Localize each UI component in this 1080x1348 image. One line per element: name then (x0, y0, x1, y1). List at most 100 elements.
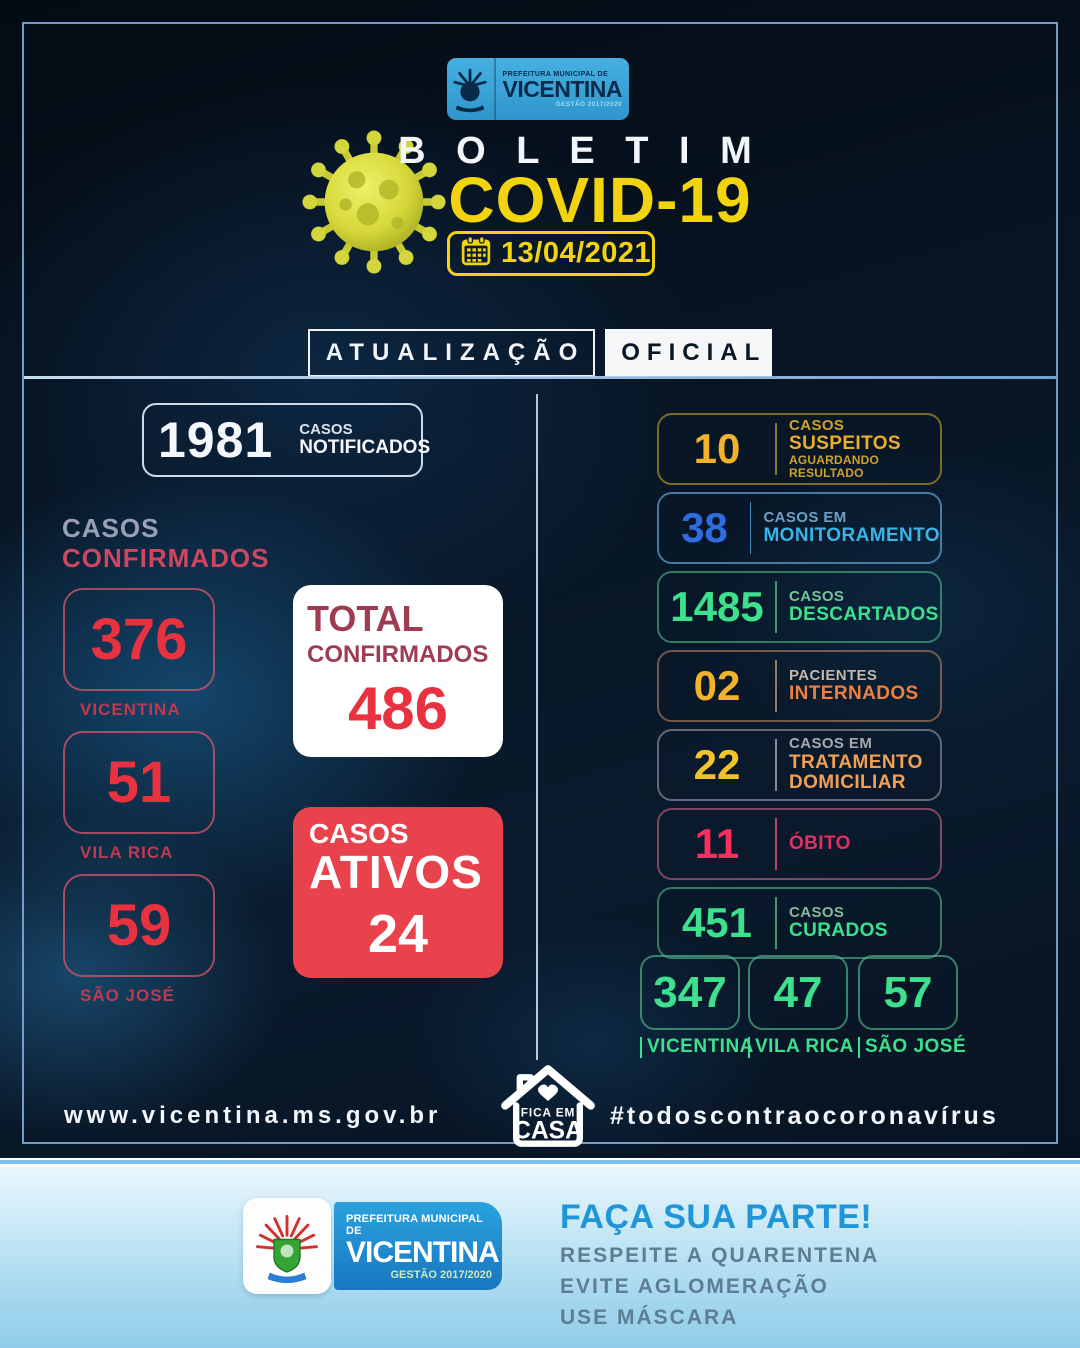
confirmed-heading-bold: CONFIRMADOS (62, 542, 270, 573)
notified-label-bold: NOTIFICADOS (299, 436, 431, 458)
active-value: 24 (367, 903, 429, 964)
band-logo-text: PREFEITURA MUNICIPAL DE VICENTINA GESTÃO… (334, 1202, 502, 1290)
stats-column: 10 CASOS SUSPEITOS AGUARDANDO RESULTADO … (657, 413, 942, 959)
confirmed-box-vicentina: 376 (63, 588, 215, 691)
calendar-icon (460, 235, 492, 272)
stat-label-bold: ÓBITO (789, 832, 851, 854)
total-value: 486 (347, 674, 449, 742)
confirmed-heading-small: CASOS (62, 513, 160, 543)
cured-box-vila-rica: 47 (748, 955, 848, 1030)
logo-sub-text: GESTÃO 2017/2020 (555, 101, 622, 108)
notified-value: 1981 (158, 412, 274, 468)
house-text-big: CASA (513, 1117, 583, 1144)
band-logo-sub: GESTÃO 2017/2020 (390, 1268, 492, 1281)
cured-label-vicentina: VICENTINA (640, 1036, 754, 1058)
stat-label-small: CASOS (789, 587, 845, 605)
horizontal-divider (24, 376, 1056, 379)
stat-label-bold: CURADOS (789, 919, 888, 941)
cured-value: 347 (653, 967, 727, 1017)
stat-obito: 11 ÓBITO (657, 808, 942, 880)
stat-value: 02 (693, 662, 741, 709)
stat-divider (775, 423, 777, 475)
date-badge: 13/04/2021 (447, 231, 655, 276)
stat-label-bold: SUSPEITOS (789, 432, 902, 454)
band-logo-pre: PREFEITURA MUNICIPAL DE (346, 1213, 484, 1238)
stat-label-bold: MONITORAMENTO (763, 524, 940, 546)
stat-pacientes-internados: 02 PACIENTES INTERNADOS (657, 650, 942, 722)
band-line-1: RESPEITE A QUARENTENA (560, 1244, 880, 1267)
logo-pre-text: PREFEITURA MUNICIPAL DE (502, 71, 609, 78)
active-line2: ATIVOS (309, 846, 483, 899)
stay-home-icon: FICA EM CASA (498, 1058, 598, 1154)
background-art (0, 0, 1080, 1160)
stat-label-small: CASOS (789, 903, 845, 921)
active-line1: CASOS (309, 818, 409, 849)
confirmed-label-vicentina: VICENTINA (80, 700, 181, 719)
stat-divider (775, 581, 777, 633)
banner-atualizacao: ATUALIZAÇÃO (307, 329, 596, 377)
stat-casos-monitoramento: 38 CASOS EM MONITORAMENTO (657, 492, 942, 564)
band-top-stripes (0, 1158, 1080, 1167)
municipality-logo: PREFEITURA MUNICIPAL DE VICENTINA GESTÃO… (447, 58, 629, 120)
confirmed-value: 376 (90, 607, 188, 672)
stat-label-bold: INTERNADOS (789, 682, 919, 704)
cured-value: 47 (773, 967, 823, 1017)
confirmed-box-sao-jose: 59 (63, 874, 215, 977)
band-line-2: EVITE AGLOMERAÇÃO (560, 1275, 829, 1298)
band-headline: FAÇA SUA PARTE! (560, 1198, 873, 1236)
confirmed-label-vila-rica: VILA RICA (80, 843, 174, 862)
band-line-3: USE MÁSCARA (560, 1306, 739, 1329)
band-municipality-logo: PREFEITURA MUNICIPAL DE VICENTINA GESTÃO… (243, 1198, 502, 1294)
campaign-hashtag: #todoscontraocoronavírus (610, 1102, 999, 1130)
stat-value: 451 (681, 899, 753, 946)
confirmed-value: 51 (106, 750, 172, 815)
notified-label-small: CASOS (299, 420, 353, 438)
stat-divider (749, 502, 752, 554)
bulletin-date: 13/04/2021 (501, 237, 652, 269)
stat-label-small: CASOS EM (789, 735, 873, 753)
cured-label-sao-jose: SÃO JOSÉ (858, 1036, 966, 1058)
total-line1: TOTAL (307, 598, 424, 639)
band-logo-name: VICENTINA (346, 1236, 500, 1270)
stat-label-note: AGUARDANDO RESULTADO (789, 453, 879, 481)
vertical-divider (536, 394, 538, 1060)
stat-divider (775, 739, 777, 791)
cured-box-sao-jose: 57 (858, 955, 958, 1030)
coat-of-arms-icon (447, 58, 496, 120)
stat-label-bold: DESCARTADOS (789, 603, 939, 625)
stat-label-small: CASOS (789, 416, 845, 434)
official-update-banner: ATUALIZAÇÃO OFICIAL (0, 329, 1080, 377)
stat-value: 11 (694, 820, 740, 867)
stat-value: 38 (681, 504, 728, 551)
stat-label-small: CASOS EM (763, 508, 847, 526)
stat-value: 10 (693, 425, 741, 472)
confirmed-box-vila-rica: 51 (63, 731, 215, 834)
stat-label-bold: TRATAMENTO (789, 751, 923, 773)
cured-box-vicentina: 347 (640, 955, 740, 1030)
stat-divider (775, 818, 777, 870)
stat-casos-descartados: 1485 CASOS DESCARTADOS (657, 571, 942, 643)
title-covid19: COVID-19 (448, 164, 752, 236)
cured-value: 57 (883, 967, 933, 1017)
stat-divider (775, 660, 777, 712)
website-url: www.vicentina.ms.gov.br (64, 1102, 442, 1129)
active-cases-box: CASOS ATIVOS 24 (293, 807, 503, 978)
bottom-band (0, 1158, 1080, 1348)
stat-value: 22 (693, 741, 741, 788)
confirmed-label-sao-jose: SÃO JOSÉ (80, 986, 175, 1005)
house-text-small: FICA EM (521, 1105, 575, 1119)
notified-cases-box: 1981 CASOS NOTIFICADOS (142, 403, 430, 477)
total-confirmed-box: TOTAL CONFIRMADOS 486 (293, 585, 503, 757)
banner-oficial: OFICIAL (605, 329, 773, 377)
coronavirus-icon (300, 128, 448, 276)
logo-name-text: VICENTINA (502, 76, 623, 102)
stat-tratamento-domiciliar: 22 CASOS EM TRATAMENTO DOMICILIAR (657, 729, 942, 801)
stat-casos-curados: 451 CASOS CURADOS (657, 887, 942, 959)
stat-divider (775, 897, 777, 949)
title-boletim: B O L E T I M (398, 130, 762, 172)
cured-label-vila-rica: VILA RICA (748, 1036, 854, 1058)
stat-value: 1485 (670, 583, 764, 630)
coat-of-arms-color-icon (243, 1198, 331, 1294)
stat-label-small: PACIENTES (789, 666, 878, 684)
